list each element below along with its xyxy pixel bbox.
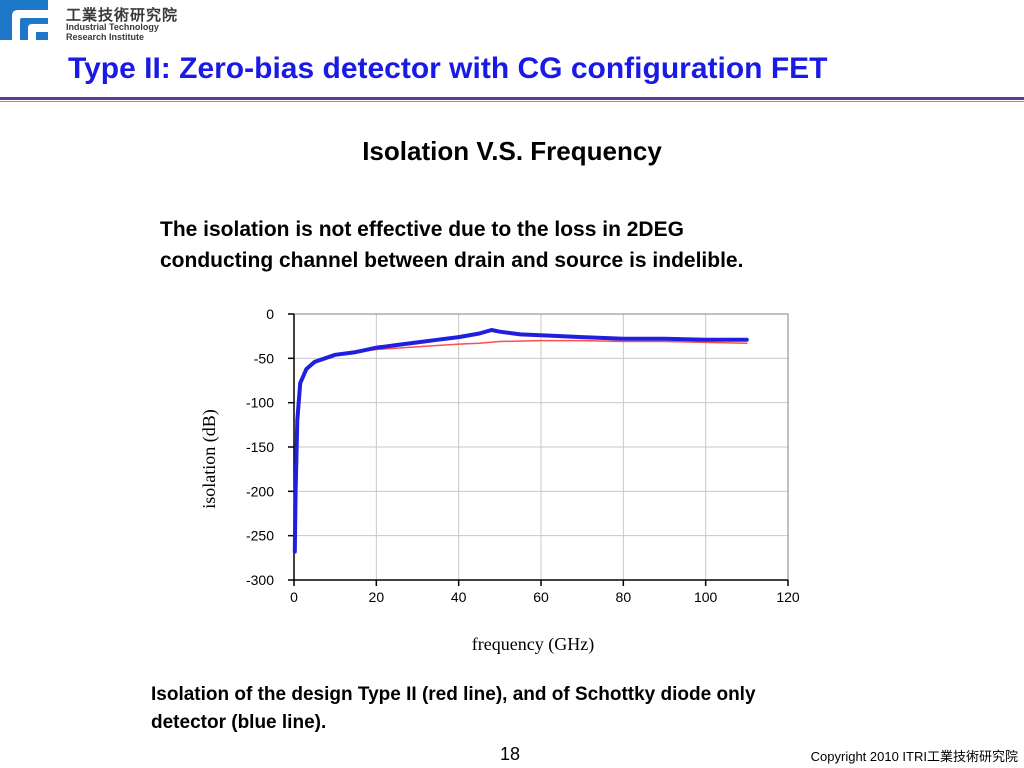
org-name-en-line2: Research Institute [66,32,145,42]
y-tick-label: -300 [246,572,274,588]
y-tick-label: -200 [246,483,274,499]
x-tick-label: 20 [369,589,385,605]
y-tick-label: -250 [246,528,274,544]
x-tick-label: 40 [451,589,467,605]
page-number: 18 [500,744,521,764]
description: The isolation is not effective due to th… [160,214,900,276]
title-divider-thin [0,101,1024,102]
y-tick-label: -150 [246,439,274,455]
org-name-cn: 工業技術研究院 [66,6,179,24]
description-line1: The isolation is not effective due to th… [160,218,684,241]
x-tick-label: 60 [533,589,549,605]
y-tick-label: 0 [266,306,274,322]
y-tick-label: -50 [254,350,274,366]
y-tick-label: -100 [246,395,274,411]
y-axis-label: isolation (dB) [199,409,220,509]
x-tick-label: 80 [616,589,632,605]
description-line2: conducting channel between drain and sou… [160,249,744,272]
slide-subtitle: Isolation V.S. Frequency [362,136,662,166]
caption-line2: detector (blue line). [151,712,327,733]
copyright: Copyright 2010 ITRI工業技術研究院 [810,749,1018,764]
org-name-en: Industrial Technology Research Institute [66,22,159,42]
title-divider [0,97,1024,100]
org-name-en-line1: Industrial Technology [66,22,159,32]
x-tick-label: 120 [776,589,800,605]
itri-logo [0,0,48,40]
x-tick-label: 100 [694,589,718,605]
series-blue-line [292,328,749,554]
caption-line1: Isolation of the design Type II (red lin… [151,684,756,705]
slide-title: Type II: Zero-bias detector with CG conf… [68,52,828,85]
x-axis-label: frequency (GHz) [472,634,594,655]
figure-caption: Isolation of the design Type II (red lin… [151,681,911,737]
x-tick-label: 0 [290,589,298,605]
